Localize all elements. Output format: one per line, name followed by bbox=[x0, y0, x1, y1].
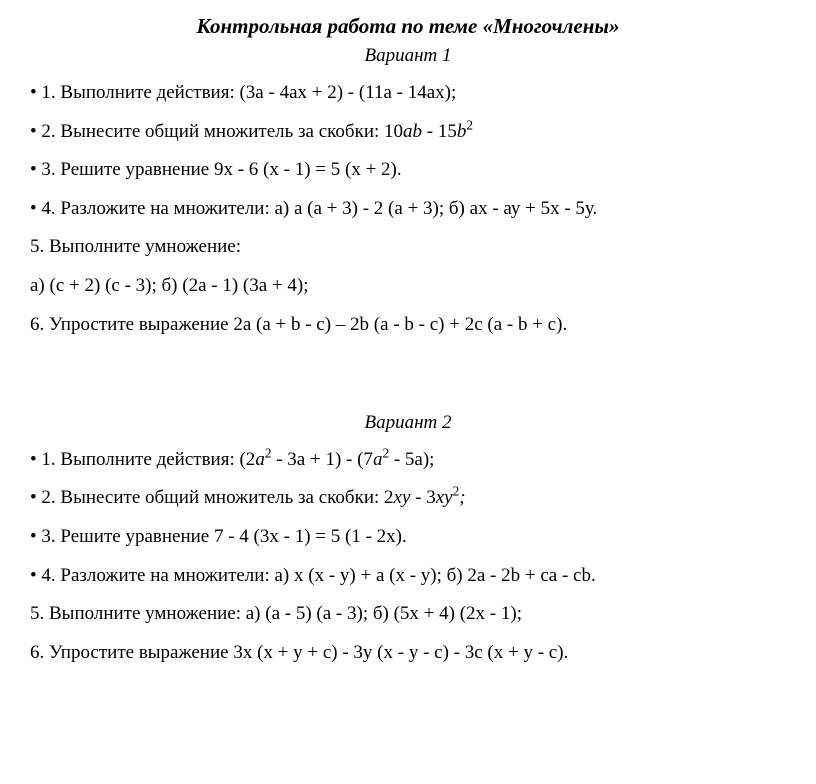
v1-task-1: 1. Выполните действия: (3а - 4ах + 2) - … bbox=[30, 80, 786, 107]
v1-task-2: 2. Вынесите общий множитель за скобки: 1… bbox=[30, 119, 786, 146]
v1-task-4: 4. Разложите на множители: а) а (а + 3) … bbox=[30, 196, 786, 223]
v1-t2-mid: - 15 bbox=[422, 121, 457, 142]
v2-task-5: 5. Выполните умножение: а) (а - 5) (а - … bbox=[30, 601, 786, 628]
v1-t2-prefix: 2. Вынесите общий множитель за скобки: 1… bbox=[41, 121, 403, 142]
v1-task-6: 6. Упростите выражение 2a (a + b - c) – … bbox=[30, 312, 786, 339]
variant-2-label: Вариант 2 bbox=[30, 410, 786, 437]
v2-task-3: 3. Решите уравнение 7 - 4 (3х - 1) = 5 (… bbox=[30, 524, 786, 551]
v2-t1-suffix: - 5а); bbox=[389, 449, 434, 470]
v2-t1-prefix: 1. Выполните действия: (2 bbox=[41, 449, 255, 470]
v1-task-3: 3. Решите уравнение 9х - 6 (х - 1) = 5 (… bbox=[30, 157, 786, 184]
v2-task-2: 2. Вынесите общий множитель за скобки: 2… bbox=[30, 485, 786, 512]
document-title: Контрольная работа по теме «Многочлены» bbox=[30, 12, 786, 41]
v2-t2-mid: - 3 bbox=[410, 487, 435, 508]
variant-1-label: Вариант 1 bbox=[30, 43, 786, 70]
v2-t1-mid1: - 3а + 1) - (7 bbox=[271, 449, 372, 470]
v2-task-6: 6. Упростите выражение 3x (x + y + c) - … bbox=[30, 640, 786, 667]
v2-t2-xy1: xy bbox=[394, 487, 411, 508]
v2-t1-a1: a bbox=[255, 449, 265, 470]
section-separator bbox=[30, 350, 786, 410]
v2-t2-semi: ; bbox=[459, 487, 465, 508]
v1-task-5a: а) (с + 2) (с - 3); б) (2а - 1) (3а + 4)… bbox=[30, 273, 786, 300]
v1-t2-ab: ab bbox=[403, 121, 422, 142]
v2-t2-prefix: 2. Вынесите общий множитель за скобки: 2 bbox=[41, 487, 393, 508]
v2-t2-xy2: xy bbox=[436, 487, 453, 508]
v1-task-5: 5. Выполните умножение: bbox=[30, 234, 786, 261]
v2-task-1: 1. Выполните действия: (2a2 - 3а + 1) - … bbox=[30, 447, 786, 474]
v2-t1-a2: a bbox=[373, 449, 383, 470]
v1-t2-b: b bbox=[457, 121, 467, 142]
v1-t2-sq: 2 bbox=[466, 117, 473, 132]
v2-task-4: 4. Разложите на множители: а) х (х - у) … bbox=[30, 563, 786, 590]
